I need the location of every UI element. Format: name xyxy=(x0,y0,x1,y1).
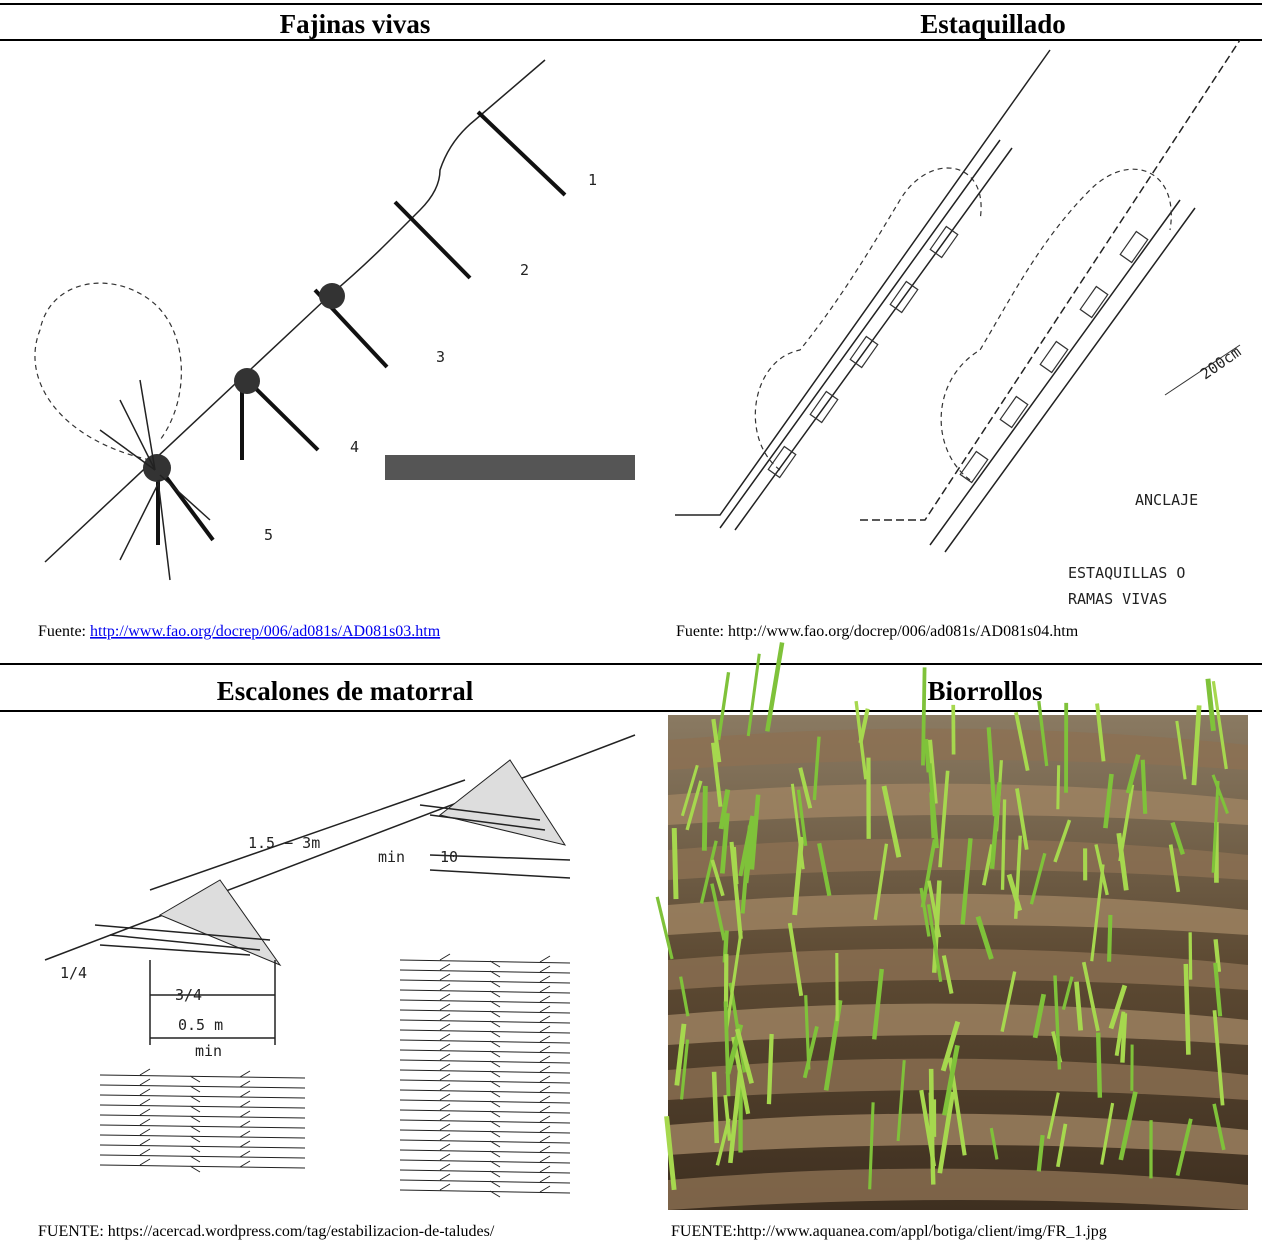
diagram-label: ESTAQUILLAS O xyxy=(1068,564,1185,582)
source-prefix: Fuente: xyxy=(38,623,90,640)
diagram-label: 200cm xyxy=(1197,343,1244,384)
biorrollos-photo xyxy=(657,642,1248,1210)
source-link[interactable]: http://www.fao.org/docrep/006/ad081s/AD0… xyxy=(90,623,441,640)
estaquillado-drawing: 200cm ANCLAJE ESTAQUILLAS O RAMAS VIVAS xyxy=(675,40,1244,608)
diagram-label: 5 xyxy=(264,526,273,544)
diagram-label: min xyxy=(195,1042,222,1060)
diagram-label: 1 xyxy=(588,171,597,189)
diagram-label: ANCLAJE xyxy=(1135,491,1198,509)
fajinas-drawing: 1 2 3 4 5 xyxy=(35,60,635,580)
escalones-drawing: 1.5 − 3m min 10 1/4 3/4 0.5 m min xyxy=(45,735,635,1197)
diagram-label: 4 xyxy=(350,438,359,456)
diagram-label: 10 xyxy=(440,848,458,866)
branch-pattern xyxy=(100,954,570,1197)
cell-title: Biorrollos xyxy=(927,676,1042,706)
cell-title: Estaquillado xyxy=(920,9,1066,39)
cell-title: Fajinas vivas xyxy=(280,9,431,39)
diagram-label: 1.5 − 3m xyxy=(248,834,320,852)
source: Fuente: http://www.fao.org/docrep/006/ad… xyxy=(676,623,1079,640)
cell-title: Escalones de matorral xyxy=(217,676,474,706)
page: {"cells": [ {"title": "Fajinas vivas", "… xyxy=(0,0,1262,1243)
source: Fuente: http://www.fao.org/docrep/006/ad… xyxy=(38,623,441,640)
source: FUENTE: https://acercad.wordpress.com/ta… xyxy=(38,1223,495,1240)
source: FUENTE:http://www.aquanea.com/appl/botig… xyxy=(671,1223,1107,1240)
diagram-label: 3/4 xyxy=(175,986,202,1004)
page-body: Fajinas vivas Estaquillado Escalones de … xyxy=(0,0,1262,1243)
diagram-label: RAMAS VIVAS xyxy=(1068,590,1167,608)
diagram-label: 2 xyxy=(520,261,529,279)
diagram-label: 1/4 xyxy=(60,964,87,982)
document: Fajinas vivas Estaquillado Escalones de … xyxy=(0,0,1262,1243)
diagram-label: 3 xyxy=(436,348,445,366)
diagram-label: min xyxy=(378,848,405,866)
diagram-label: 0.5 m xyxy=(178,1016,223,1034)
